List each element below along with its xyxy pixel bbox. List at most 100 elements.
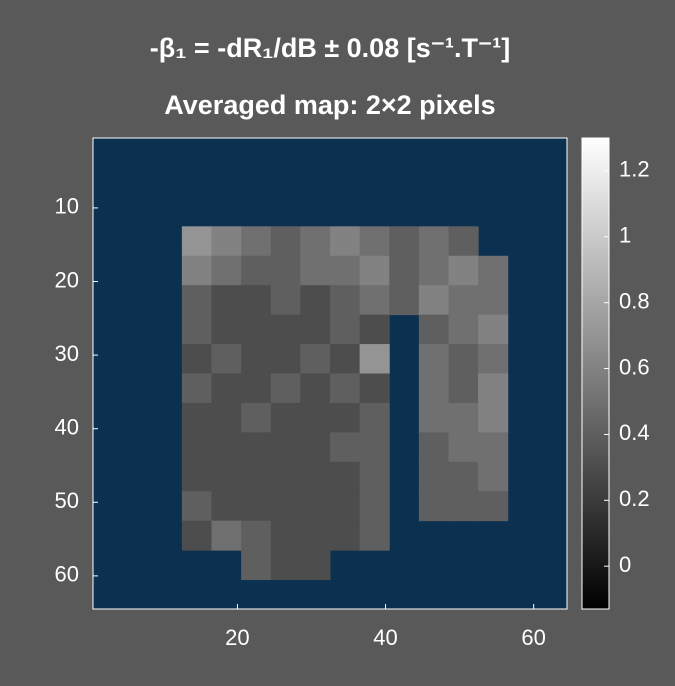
heatmap-cell: [300, 432, 331, 463]
heatmap-cell: [211, 314, 242, 345]
heatmap-cell: [211, 255, 242, 286]
y-tick-label: 10: [55, 194, 79, 219]
x-tick-label: 60: [521, 625, 545, 650]
heatmap-cell: [300, 491, 331, 522]
heatmap-cell: [418, 491, 449, 522]
heatmap-cell: [241, 432, 272, 463]
heatmap-cell: [211, 520, 242, 551]
heatmap-cell: [418, 285, 449, 316]
heatmap-cell: [181, 461, 212, 492]
heatmap-cell: [181, 432, 212, 463]
heatmap-cell: [181, 285, 212, 316]
heatmap-cell: [330, 491, 361, 522]
heatmap-cell: [330, 402, 361, 433]
heatmap-cell: [478, 432, 509, 463]
y-tick-label: 60: [55, 562, 79, 587]
heatmap-cell: [300, 550, 331, 581]
heatmap-cell: [448, 226, 479, 257]
heatmap-cell: [300, 314, 331, 345]
heatmap-cell: [270, 314, 301, 345]
heatmap-cell: [181, 255, 212, 286]
heatmap-cell: [478, 402, 509, 433]
heatmap-cell: [211, 344, 242, 374]
heatmap-cell: [270, 461, 301, 492]
heatmap-cell: [300, 373, 331, 404]
heatmap-cell: [300, 285, 331, 316]
chart-subtitle: Averaged map: 2×2 pixels: [164, 90, 495, 120]
colorbar-tick-label: 0.4: [619, 420, 650, 445]
heatmap-cell: [389, 285, 420, 316]
heatmap-cell: [300, 226, 331, 257]
heatmap-cell: [478, 344, 509, 374]
heatmap-cell: [211, 285, 242, 316]
heatmap-cell: [181, 402, 212, 433]
heatmap-cell: [330, 255, 361, 286]
heatmap-cell: [300, 255, 331, 286]
heatmap-cell: [270, 432, 301, 463]
heatmap-cell: [448, 461, 479, 492]
heatmap-cell: [330, 285, 361, 316]
y-tick-label: 50: [55, 488, 79, 513]
heatmap-cell: [181, 491, 212, 522]
heatmap-cell: [359, 491, 390, 522]
colorbar: [581, 137, 610, 610]
heatmap-cell: [359, 314, 390, 345]
heatmap-cell: [330, 432, 361, 463]
heatmap-cell: [418, 432, 449, 463]
heatmap-cell: [270, 520, 301, 551]
heatmap-cell: [359, 432, 390, 463]
heatmap-cell: [270, 226, 301, 257]
heatmap-cell: [448, 402, 479, 433]
heatmap-cell: [181, 520, 212, 551]
heatmap-cell: [181, 314, 212, 345]
heatmap-cell: [300, 461, 331, 492]
heatmap-cell: [448, 314, 479, 345]
y-tick-label: 30: [55, 341, 79, 366]
heatmap-cell: [478, 255, 509, 286]
heatmap-cell: [241, 285, 272, 316]
heatmap-cell: [478, 373, 509, 404]
heatmap-cell: [359, 285, 390, 316]
heatmap-cell: [270, 491, 301, 522]
heatmap-cell: [418, 402, 449, 433]
heatmap-cell: [330, 520, 361, 551]
colorbar-tick-label: 0: [619, 552, 631, 577]
heatmap-cell: [359, 402, 390, 433]
heatmap-cell: [211, 461, 242, 492]
heatmap-cell: [241, 226, 272, 257]
x-tick-label: 20: [225, 625, 249, 650]
heatmap-cell: [389, 255, 420, 286]
y-tick-label: 40: [55, 415, 79, 440]
heatmap-cell: [359, 461, 390, 492]
heatmap-cell: [241, 373, 272, 404]
axes-box: [92, 137, 568, 610]
chart-title: -β₁ = -dR₁/dB ± 0.08 [s⁻¹.T⁻¹]: [150, 33, 510, 63]
heatmap-cell: [478, 491, 509, 522]
heatmap-cell: [359, 255, 390, 286]
heatmap-cell: [211, 226, 242, 257]
colorbar-tick-label: 0.6: [619, 354, 650, 379]
heatmap-cell: [330, 461, 361, 492]
heatmap-cell: [270, 285, 301, 316]
heatmap-cell: [330, 314, 361, 345]
heatmap-cell: [181, 226, 212, 257]
x-tick-label: 40: [373, 625, 397, 650]
heatmap-cell: [478, 314, 509, 345]
heatmap-cell: [418, 255, 449, 286]
y-tick-label: 20: [55, 267, 79, 292]
heatmap-cell: [359, 226, 390, 257]
heatmap-cell: [389, 226, 420, 257]
heatmap-cell: [448, 432, 479, 463]
heatmap-cell: [448, 344, 479, 374]
colorbar-tick-label: 0.8: [619, 288, 650, 313]
heatmap-cell: [300, 520, 331, 551]
colorbar-tick-label: 1.2: [619, 157, 650, 182]
heatmap-cell: [418, 226, 449, 257]
heatmap-cell: [241, 491, 272, 522]
heatmap-cell: [270, 373, 301, 404]
heatmap-cell: [359, 373, 390, 404]
heatmap-cell: [300, 402, 331, 433]
heatmap-cell: [270, 344, 301, 374]
heatmap-cell: [418, 373, 449, 404]
